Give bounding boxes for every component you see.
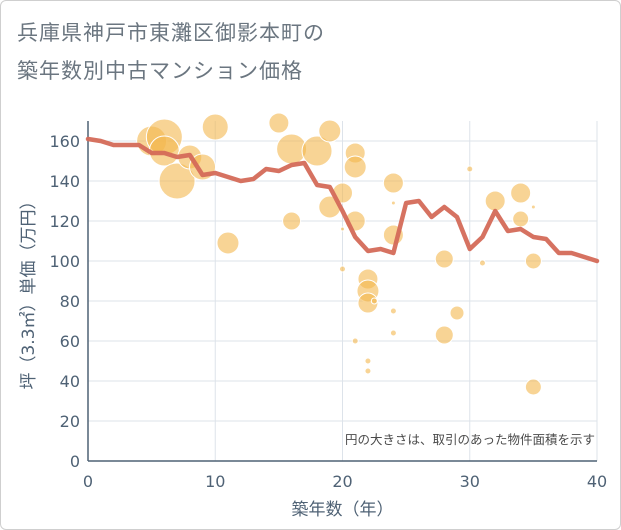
bubble-point xyxy=(364,357,372,365)
bubble-point xyxy=(158,162,196,200)
bubble-point xyxy=(340,226,345,232)
chart-title-line-1: 兵庫県神戸市東灘区御影本町の xyxy=(17,21,325,45)
bubble-point xyxy=(268,112,290,134)
y-axis-title: 坪（3.3㎡）単価（万円） xyxy=(19,192,39,389)
average-price-line xyxy=(85,136,600,264)
x-axis-title: 築年数（年） xyxy=(292,500,394,520)
bubble-point xyxy=(510,182,532,204)
y-tick-label: 80 xyxy=(60,292,80,311)
bubble-point xyxy=(389,307,397,315)
bubble-point xyxy=(512,210,530,228)
bubble-point xyxy=(382,172,404,194)
y-tick-label: 0 xyxy=(70,452,80,471)
bubble-point xyxy=(484,190,506,212)
bubble-point xyxy=(449,305,465,321)
bubble-point xyxy=(524,378,542,396)
bubble-point xyxy=(370,297,378,305)
y-tick-label: 20 xyxy=(60,412,80,431)
bubble-point xyxy=(364,367,372,375)
bubble-point xyxy=(216,231,240,255)
x-tick-label: 10 xyxy=(205,472,225,491)
size-note: 円の大きさは、取引のあった物件面積を示す xyxy=(345,432,595,447)
bubble-point xyxy=(339,265,346,273)
bubble-point xyxy=(201,113,229,141)
bubble-point xyxy=(530,204,536,210)
y-tick-label: 140 xyxy=(49,172,80,191)
bubble-point xyxy=(466,165,474,173)
bubble-point xyxy=(301,135,333,167)
y-tick-label: 60 xyxy=(60,332,80,351)
bubble-point xyxy=(351,337,359,345)
x-tick-label: 30 xyxy=(460,472,480,491)
y-tick-label: 100 xyxy=(49,252,80,271)
bubble-point xyxy=(282,211,302,231)
bubble-point xyxy=(478,259,486,267)
x-tick-label: 0 xyxy=(83,472,93,491)
bubble-point xyxy=(318,119,342,143)
bubble-point xyxy=(389,329,397,337)
bubble-point xyxy=(434,249,454,269)
bubble-point xyxy=(524,252,542,270)
y-tick-label: 120 xyxy=(49,212,80,231)
bubble-point xyxy=(343,155,367,179)
chart-title-line-2: 築年数別中古マンション価格 xyxy=(17,59,303,83)
x-tick-label: 40 xyxy=(587,472,607,491)
bubble-point xyxy=(390,200,396,206)
x-tick-label: 20 xyxy=(332,472,352,491)
y-tick-label: 160 xyxy=(49,132,80,151)
bubble-point xyxy=(434,325,454,345)
y-tick-label: 40 xyxy=(60,372,80,391)
